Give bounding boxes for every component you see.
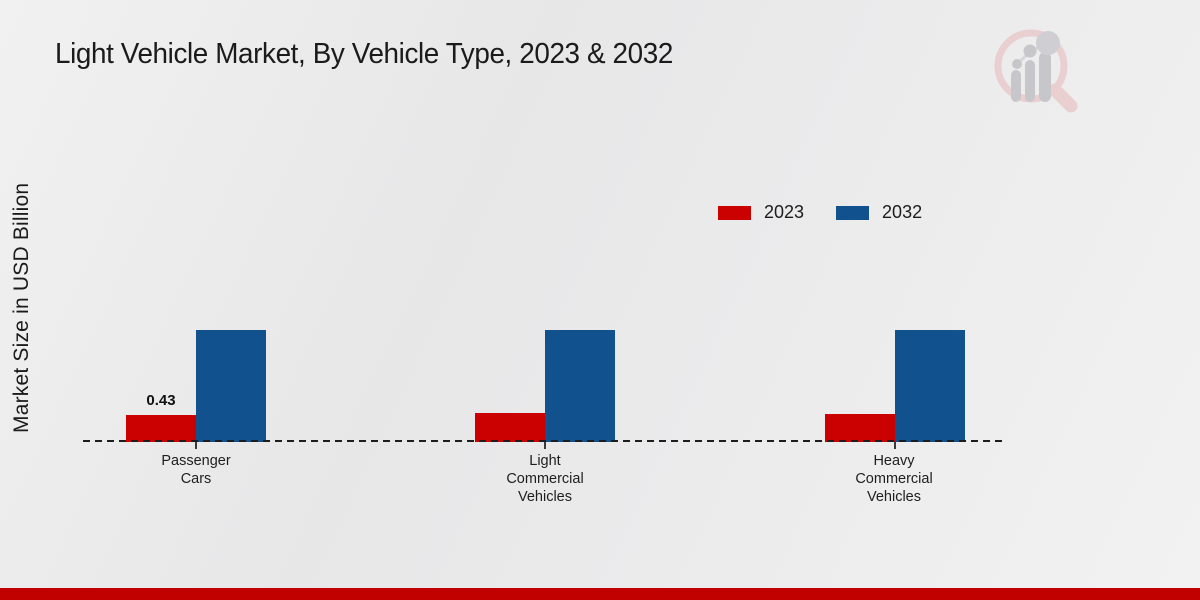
bar-2032-light-commercial-vehicles: [545, 330, 615, 442]
data-label-0-43: 0.43: [146, 392, 176, 409]
legend-item-2032: 2032: [836, 202, 922, 223]
x-axis-baseline: [83, 440, 1007, 442]
category-label-heavy-commercial-vehicles: Heavy Commercial Vehicles: [809, 452, 979, 506]
category-label-light-commercial-vehicles: Light Commercial Vehicles: [460, 452, 630, 506]
category-label-line: Commercial: [855, 471, 933, 487]
market-research-future-logo-icon: [985, 20, 1085, 120]
bar-2023-light-commercial-vehicles: [475, 413, 545, 442]
bar-2023-heavy-commercial-vehicles: [825, 414, 895, 442]
legend-swatch-2032: [836, 205, 870, 220]
x-axis-tick-passenger-cars: [195, 442, 197, 449]
x-axis-tick-heavy-commercial-vehicles: [894, 442, 896, 449]
category-label-line: Vehicles: [517, 489, 572, 505]
category-label-line: Vehicles: [866, 489, 921, 505]
legend: 2023 2032: [718, 202, 922, 223]
legend-item-2023: 2023: [718, 202, 804, 223]
bar-2032-passenger-cars: [196, 330, 266, 442]
category-label-line: Passenger: [161, 453, 231, 469]
bar-2023-passenger-cars: [126, 415, 196, 442]
legend-label-2023: 2023: [764, 202, 805, 222]
chart-title: Light Vehicle Market, By Vehicle Type, 2…: [55, 38, 673, 70]
legend-label-2032: 2032: [882, 202, 923, 222]
x-axis-tick-light-commercial-vehicles: [544, 442, 546, 449]
category-label-line: Light: [529, 453, 561, 469]
category-label-line: Heavy: [873, 453, 915, 469]
category-label-passenger-cars: Passenger Cars: [111, 452, 281, 488]
legend-swatch-2023: [718, 205, 751, 220]
bar-2032-heavy-commercial-vehicles: [895, 330, 965, 442]
category-label-line: Cars: [180, 471, 212, 487]
category-label-line: Commercial: [506, 471, 584, 487]
bottom-accent-band: [0, 588, 1200, 600]
